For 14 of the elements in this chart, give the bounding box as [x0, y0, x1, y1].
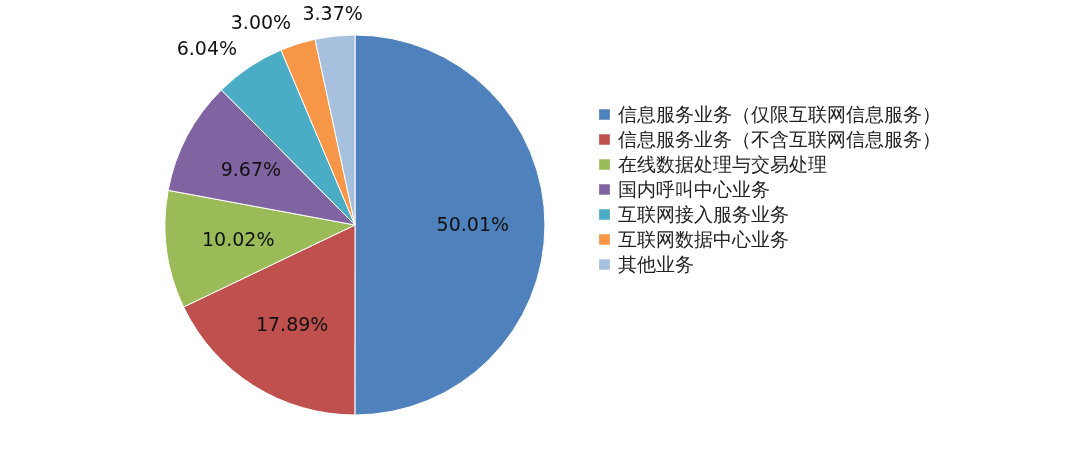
data-label: 17.89%	[255, 312, 329, 335]
legend-label: 互联网数据中心业务	[618, 227, 789, 250]
data-label: 6.04%	[176, 36, 238, 59]
legend-label: 互联网接入服务业务	[618, 202, 789, 225]
data-label: 3.00%	[230, 10, 292, 33]
legend-label: 在线数据处理与交易处理	[618, 152, 827, 175]
data-label: 3.37%	[302, 2, 363, 25]
legend-label: 信息服务业务（不含互联网信息服务）	[618, 127, 941, 150]
data-label: 10.02%	[201, 228, 275, 251]
legend-label: 国内呼叫中心业务	[618, 177, 770, 200]
data-label: 9.67%	[220, 157, 282, 180]
data-label: 50.01%	[436, 213, 510, 236]
legend-label: 信息服务业务（仅限互联网信息服务）	[618, 102, 941, 125]
legend-label: 其他业务	[618, 252, 694, 275]
